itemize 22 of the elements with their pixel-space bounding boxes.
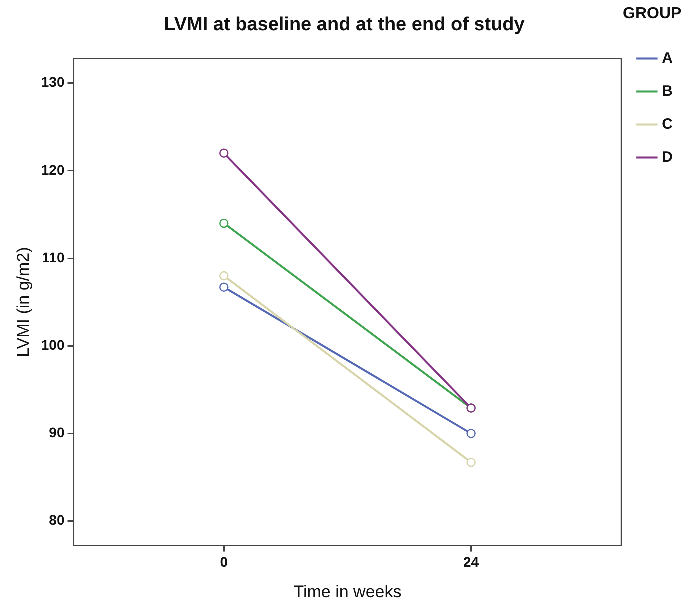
legend-title: GROUP <box>623 5 682 22</box>
y-tick-label: 120 <box>41 162 65 178</box>
x-tick-label: 0 <box>220 554 228 570</box>
y-axis-title: LVMI (in g/m2) <box>14 247 33 358</box>
legend-label: D <box>662 148 674 166</box>
y-tick-label: 80 <box>49 512 65 528</box>
point <box>220 148 229 158</box>
legend-label: B <box>662 82 674 100</box>
x-tick-label: 24 <box>464 554 480 570</box>
legend-label: A <box>662 50 674 67</box>
point <box>220 271 229 281</box>
point <box>466 429 476 438</box>
chart-title: LVMI at baseline and at the end of study <box>164 14 526 36</box>
legend-label: C <box>662 116 674 133</box>
y-tick-label: 100 <box>41 336 65 353</box>
y-tick-label: 110 <box>42 249 65 266</box>
y-tick-label: 90 <box>49 424 65 441</box>
y-tick-label: 130 <box>41 74 65 90</box>
x-axis-title: Time in weeks <box>294 582 402 602</box>
point <box>220 218 229 228</box>
point <box>466 458 476 468</box>
point <box>220 282 229 292</box>
